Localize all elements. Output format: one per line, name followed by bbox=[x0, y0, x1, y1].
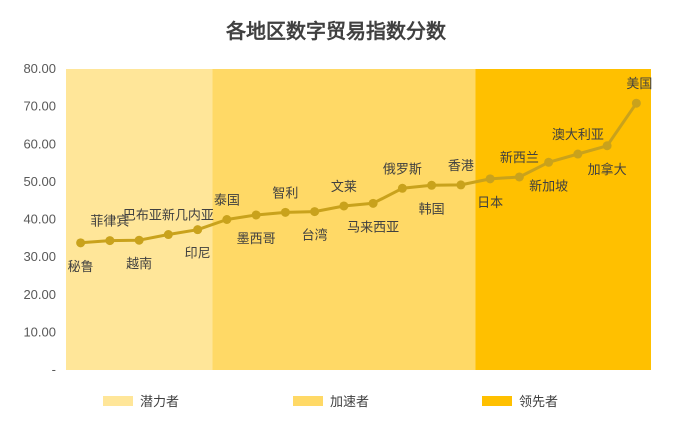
y-tick-label: 10.00 bbox=[23, 324, 56, 339]
y-tick-label: 80.00 bbox=[23, 61, 56, 76]
data-point bbox=[544, 157, 554, 167]
point-label: 菲律宾 bbox=[90, 214, 129, 230]
data-point bbox=[631, 98, 641, 108]
point-label: 越南 bbox=[126, 256, 152, 272]
legend-label: 潜力者 bbox=[140, 395, 179, 410]
legend-label: 加速者 bbox=[330, 395, 369, 410]
data-point bbox=[251, 210, 261, 220]
legend: 潜力者 加速者 领先者 bbox=[103, 395, 558, 410]
point-label: 智利 bbox=[272, 186, 298, 201]
y-tick-label: 30.00 bbox=[23, 249, 56, 264]
data-point bbox=[514, 172, 524, 182]
data-point bbox=[310, 207, 320, 217]
legend-swatch bbox=[482, 396, 512, 406]
legend-swatch bbox=[293, 396, 323, 406]
point-label: 美国 bbox=[626, 77, 652, 92]
data-point bbox=[456, 180, 466, 190]
point-label: 台湾 bbox=[302, 228, 328, 244]
point-label: 秘鲁 bbox=[68, 260, 94, 275]
data-point bbox=[222, 215, 232, 224]
point-label: 墨西哥 bbox=[237, 232, 276, 247]
legend-swatch bbox=[103, 396, 133, 406]
series-line-layer bbox=[79, 101, 638, 245]
point-label: 新加坡 bbox=[529, 178, 568, 194]
data-point bbox=[105, 236, 115, 246]
point-label: 加拿大 bbox=[588, 162, 627, 178]
y-tick-label: 70.00 bbox=[23, 99, 56, 114]
data-point bbox=[427, 180, 437, 190]
data-point bbox=[163, 230, 173, 240]
data-point bbox=[339, 201, 349, 211]
data-point bbox=[368, 198, 378, 208]
band-layer bbox=[66, 69, 651, 370]
point-label: 马来西亚 bbox=[347, 220, 399, 235]
data-point bbox=[485, 174, 495, 184]
y-tick-label: 20.00 bbox=[23, 287, 56, 302]
y-axis: - 10.00 20.00 30.00 40.00 50.00 60.00 70.00 80.0… bbox=[23, 61, 56, 377]
y-tick-label: 50.00 bbox=[23, 174, 56, 189]
series-line bbox=[79, 101, 638, 245]
point-label: 新西兰 bbox=[500, 150, 539, 166]
data-point bbox=[602, 141, 612, 151]
point-label: 泰国 bbox=[214, 194, 240, 209]
point-label: 香港 bbox=[448, 159, 474, 174]
y-tick-label: - bbox=[52, 362, 56, 377]
point-label: 俄罗斯 bbox=[383, 162, 422, 177]
point-label: 韩国 bbox=[419, 202, 445, 217]
data-point bbox=[280, 207, 290, 217]
y-tick-label: 40.00 bbox=[23, 212, 56, 227]
legend-label: 领先者 bbox=[519, 395, 558, 410]
point-label: 文莱 bbox=[331, 180, 357, 195]
data-point bbox=[573, 149, 583, 159]
data-point-layer bbox=[76, 98, 641, 248]
data-point bbox=[134, 235, 144, 245]
point-label: 印尼 bbox=[185, 247, 211, 262]
point-label: 日本 bbox=[477, 196, 503, 211]
band-3 bbox=[475, 69, 651, 370]
point-label: 澳大利亚 bbox=[552, 127, 604, 143]
data-point bbox=[76, 238, 86, 248]
data-point bbox=[193, 225, 203, 235]
band-2 bbox=[212, 69, 476, 370]
data-point bbox=[397, 183, 407, 193]
y-tick-label: 60.00 bbox=[23, 136, 56, 151]
band-1 bbox=[66, 69, 213, 370]
point-label: 巴布亚新几内亚 bbox=[123, 208, 214, 224]
chart-title: 各地区数字贸易指数分数 bbox=[225, 19, 447, 43]
